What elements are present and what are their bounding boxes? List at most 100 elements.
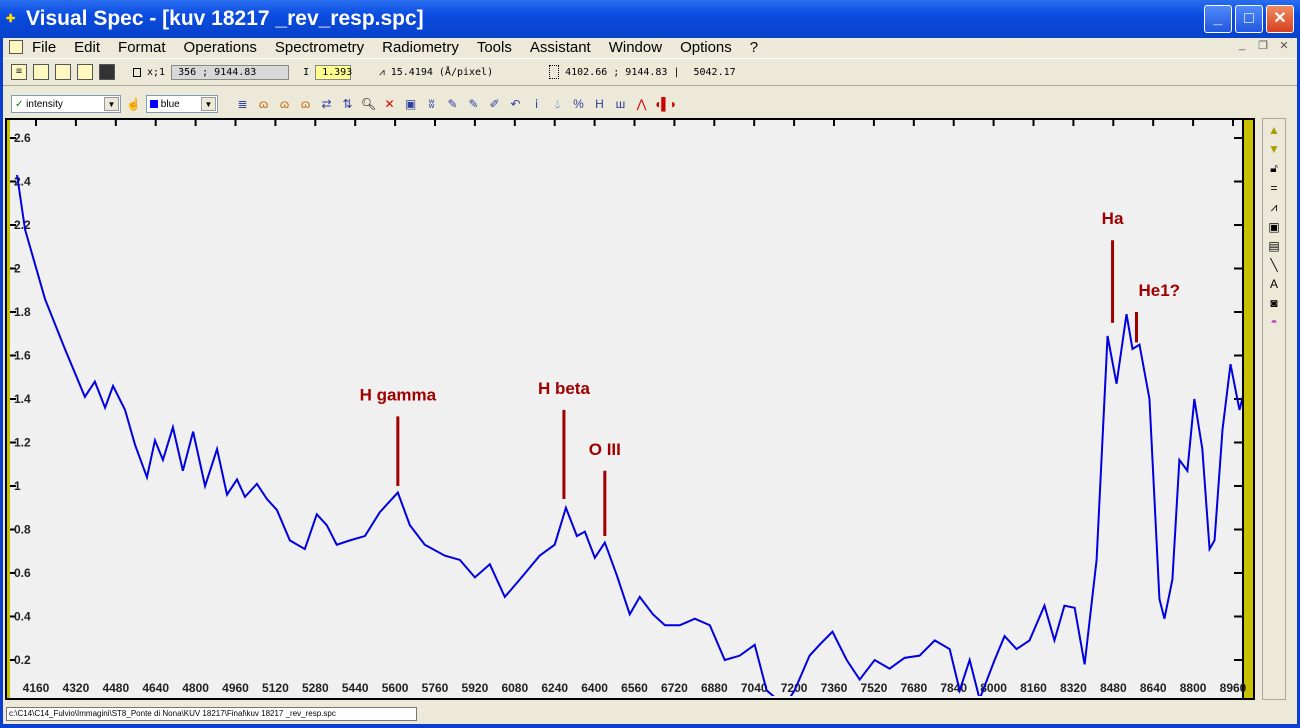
annotation-label: He1? (1138, 281, 1180, 300)
x-tick-label: 5280 (302, 681, 329, 695)
calibration-icon[interactable]: ʬ (428, 96, 435, 111)
document-icon[interactable] (9, 40, 23, 54)
menu-options[interactable]: Options (680, 38, 732, 56)
x-tick-label: 5760 (422, 681, 449, 695)
fit-icon[interactable]: ▣ (404, 96, 417, 111)
menu-edit[interactable]: Edit (74, 38, 101, 56)
menu-help[interactable]: ? (749, 38, 759, 56)
normalize-icon[interactable]: ⅰ (534, 96, 539, 111)
spectrum-tool-icon[interactable]: ≣ (237, 96, 248, 111)
y-tick-label: 1.4 (14, 392, 31, 406)
rainbow-icon[interactable]: ◓ (1270, 315, 1278, 329)
menu-radiometry[interactable]: Radiometry (382, 38, 459, 56)
open-profile-icon[interactable] (55, 64, 71, 80)
hand-icon[interactable]: ☝ (126, 96, 141, 111)
magnifier-icon[interactable]: 🔍︎ (360, 96, 377, 111)
close-button[interactable]: ✕ (1266, 5, 1294, 33)
y-tick-label: 0.6 (14, 566, 31, 580)
menu-window[interactable]: Window (608, 38, 663, 56)
x-tick-label: 8320 (1060, 681, 1087, 695)
x-tick-label: 6560 (621, 681, 648, 695)
brush-icon[interactable]: ✐ (489, 96, 500, 111)
text-icon[interactable]: A (1269, 277, 1278, 291)
y-tick-label: 2.2 (14, 218, 31, 232)
child-close-button[interactable]: ✕ (1279, 40, 1289, 52)
spectrum-line (16, 174, 1242, 696)
spectrum-plot[interactable]: 0.2 0.4 0.6 0.8 1 1.2 1.4 1.6 1.8 2 2.2 2.4 2.6 4160 4… (5, 118, 1255, 700)
x-tick-label: 8480 (1100, 681, 1127, 695)
x-tick-label: 4480 (102, 681, 129, 695)
checkbox-icon[interactable] (133, 67, 141, 77)
minimize-button[interactable]: _ (1204, 5, 1232, 33)
color-value: blue (160, 98, 180, 110)
menu-tools[interactable]: Tools (476, 38, 512, 56)
arrow-up-icon[interactable]: ▲ (1268, 123, 1280, 137)
child-minimize-button[interactable]: _ (1238, 39, 1246, 51)
arrow-down-icon[interactable]: ▼ (1268, 142, 1280, 156)
equals-icon[interactable]: = (1270, 181, 1278, 195)
graph-icon[interactable]: ⩘ (1270, 200, 1278, 214)
zoom-y-icon[interactable]: ⇅ (342, 96, 353, 111)
continuum-icon[interactable]: ↶ (510, 96, 521, 111)
color-select[interactable]: blue ▼ (146, 95, 218, 113)
x-tick-label: 8640 (1140, 681, 1167, 695)
maximize-button[interactable]: □ (1235, 5, 1263, 33)
line-icon[interactable]: ╲ (1270, 258, 1278, 272)
profile-select[interactable]: ✓ intensity ▼ (11, 95, 121, 113)
annotation-label: Ha (1102, 209, 1124, 228)
header-icon[interactable]: H (595, 96, 604, 111)
lines-2-icon[interactable]: ɷ (279, 96, 290, 111)
save-icon[interactable] (99, 64, 115, 80)
edit-profile-2-icon[interactable]: ✎ (468, 96, 479, 111)
annotation-label: H beta (538, 379, 591, 398)
toolbar-main: ≡ x;1 356 ; 9144.83 I 1.393 ⩘ 15.4194 (Å… (3, 58, 1297, 86)
y-tick-label: 1.8 (14, 305, 31, 319)
menu-file[interactable]: File (32, 38, 57, 56)
frame-icon[interactable]: ▣ (1268, 220, 1280, 234)
menu-assistant[interactable]: Assistant (529, 38, 591, 56)
x-tick-label: 7360 (821, 681, 848, 695)
binoculars-icon[interactable] (77, 64, 93, 80)
menu-operations[interactable]: Operations (183, 38, 257, 56)
edit-profile-icon[interactable]: ✎ (447, 96, 458, 111)
menu-spectrometry[interactable]: Spectrometry (274, 38, 365, 56)
y-tick-label: 2.6 (14, 131, 31, 145)
x-tick-label: 8960 (1220, 681, 1247, 695)
lock-icon[interactable]: 🔓︎ (1270, 161, 1278, 175)
x-tick-label: 6080 (501, 681, 528, 695)
y-tick-label: 0.2 (14, 653, 31, 667)
chevron-down-icon[interactable]: ▼ (201, 97, 216, 111)
cursor-field: 356 ; 9144.83 (171, 64, 290, 80)
x-tick-label: 5920 (462, 681, 489, 695)
side-toolbar: ▲ ▼ 🔓︎ = ⩘ ▣ ▤ ╲ A ◙ ◓ (1262, 118, 1286, 700)
open-icon[interactable] (33, 64, 49, 80)
child-restore-button[interactable]: ❐ (1258, 40, 1268, 52)
profile-value: intensity (26, 98, 63, 110)
camera-icon[interactable]: ◙ (1270, 296, 1278, 310)
menu-format[interactable]: Format (118, 38, 166, 56)
x-tick-label: 6720 (661, 681, 688, 695)
x-tick-label: 4800 (182, 681, 209, 695)
grid-icon[interactable]: ▤ (1268, 239, 1280, 253)
xy-label: x;1 (147, 66, 166, 78)
title-bar: ✚ Visual Spec - [kuv 18217 _rev_resp.spc… (0, 0, 1300, 38)
menu-bar: File Edit Format Operations Spectrometry… (3, 38, 1297, 56)
chevron-down-icon[interactable]: ▼ (104, 97, 119, 111)
unzoom-icon[interactable]: ✕ (384, 96, 395, 111)
x-tick-label: 6400 (581, 681, 608, 695)
percent-icon[interactable]: % (573, 96, 584, 111)
drop-icon[interactable]: 💧︎ (555, 96, 560, 111)
stack-icon[interactable]: ≡ (11, 64, 27, 80)
lines-1-icon[interactable]: ɷ (258, 96, 269, 111)
mirror-icon[interactable]: ◖▌◗ (654, 96, 677, 111)
x-tick-label: 8000 (980, 681, 1007, 695)
range-value: 4102.66 ; 9144.83 | (565, 66, 680, 78)
lines-3-icon[interactable]: ɷ (300, 96, 311, 111)
x-tick-label: 5440 (342, 681, 369, 695)
zoom-x-icon[interactable]: ⇄ (321, 96, 332, 111)
line-id-icon[interactable]: ш (615, 96, 626, 111)
gaussian-icon[interactable]: ⋀ (636, 96, 647, 111)
x-tick-label: 5600 (382, 681, 409, 695)
x-tick-label: 8800 (1180, 681, 1207, 695)
